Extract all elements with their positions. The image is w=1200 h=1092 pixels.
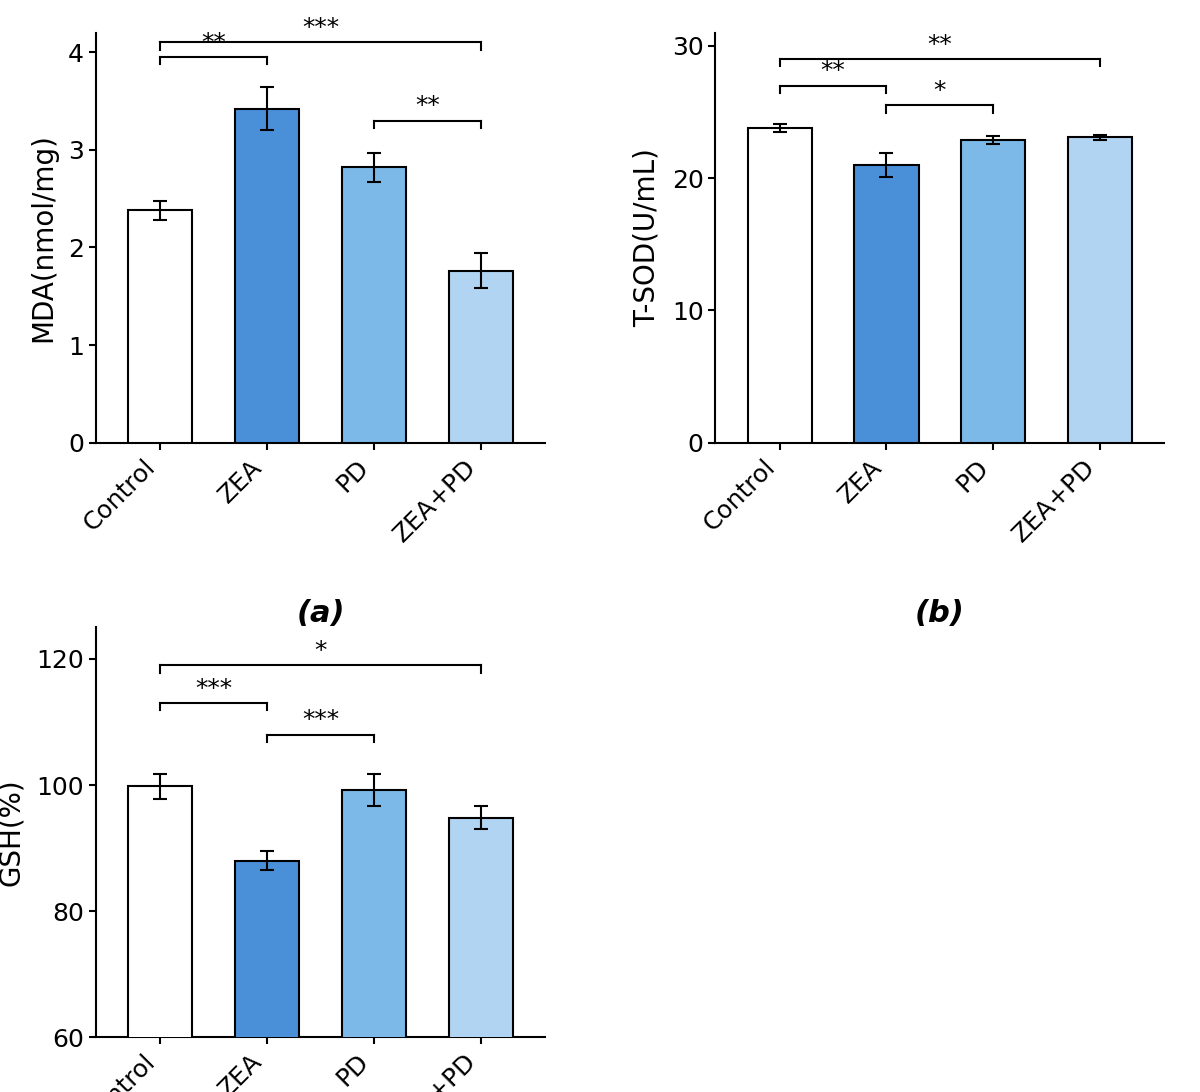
Y-axis label: MDA(nmol/mg): MDA(nmol/mg)	[29, 133, 58, 342]
Bar	[854, 165, 918, 443]
Text: *: *	[314, 639, 326, 663]
Bar	[748, 128, 811, 443]
Text: **: **	[821, 59, 845, 83]
Text: (a): (a)	[296, 598, 344, 628]
Bar	[128, 786, 192, 1092]
Bar	[449, 818, 512, 1092]
Text: ***: ***	[194, 677, 232, 701]
Bar	[961, 140, 1025, 443]
Text: **: **	[415, 94, 439, 118]
Y-axis label: T-SOD(U/mL): T-SOD(U/mL)	[632, 149, 660, 328]
Y-axis label: GSH(%): GSH(%)	[0, 779, 25, 887]
Bar	[128, 211, 192, 443]
Text: **: **	[202, 31, 226, 55]
Text: ***: ***	[302, 709, 338, 733]
Bar	[1068, 138, 1132, 443]
Text: (b): (b)	[914, 598, 965, 628]
Text: ***: ***	[302, 16, 338, 40]
Bar	[449, 271, 512, 443]
Text: *: *	[934, 80, 946, 104]
Bar	[235, 860, 299, 1092]
Text: **: **	[928, 33, 952, 57]
Bar	[342, 167, 406, 443]
Bar	[235, 109, 299, 443]
Bar	[342, 791, 406, 1092]
